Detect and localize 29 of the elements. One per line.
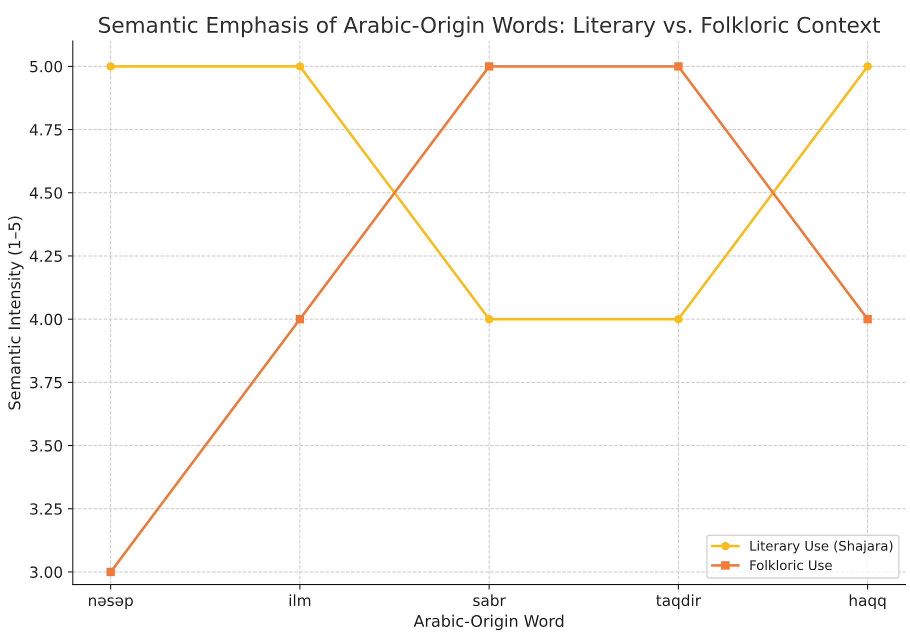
y-tick-label: 4.50 — [30, 187, 62, 199]
chart-title: Semantic Emphasis of Arabic-Origin Words: Literary vs. Folkloric Context — [99, 16, 880, 38]
y-tick-label: 4.25 — [30, 250, 62, 262]
point — [106, 62, 115, 71]
y-tick-label: 5.00 — [30, 60, 62, 72]
x-tick-label: haqq — [850, 594, 886, 610]
y-tick-label: 3.25 — [30, 503, 62, 515]
point — [296, 62, 304, 71]
x-axis-title: Arabic-Origin Word — [414, 614, 564, 630]
y-tick-label: 3.00 — [30, 566, 62, 578]
y-axis-title: Semantic Intensity (1–5) — [8, 216, 24, 410]
x-tick-label: sabr — [473, 594, 506, 606]
y-tick-label: 4.00 — [30, 314, 62, 326]
y-tick-label: 3.75 — [30, 376, 62, 388]
x-tick-label: taqdir — [656, 594, 701, 610]
legend-label: Folkloric Use — [750, 560, 832, 570]
point — [674, 314, 683, 324]
point — [674, 62, 683, 71]
y-tick-label: 3.50 — [30, 440, 62, 452]
x-tick-label: nəsəp — [88, 597, 133, 610]
legend-label: Literary Use (Shajara) — [750, 540, 892, 554]
point — [484, 314, 494, 324]
point — [484, 62, 494, 71]
x-tick-label: ilm — [290, 594, 310, 606]
point — [296, 314, 304, 324]
point — [106, 568, 115, 576]
point — [863, 314, 872, 324]
point — [863, 62, 872, 71]
y-tick-label: 4.75 — [30, 124, 62, 136]
